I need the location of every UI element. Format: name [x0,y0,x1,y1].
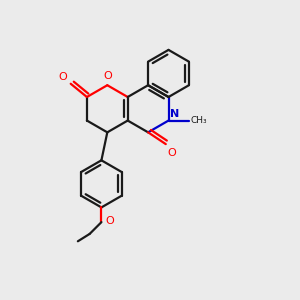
Text: O: O [103,71,112,81]
Text: O: O [58,72,67,82]
Text: O: O [106,216,114,226]
Text: N: N [170,109,179,119]
Text: CH₃: CH₃ [191,116,208,125]
Text: O: O [167,148,176,158]
